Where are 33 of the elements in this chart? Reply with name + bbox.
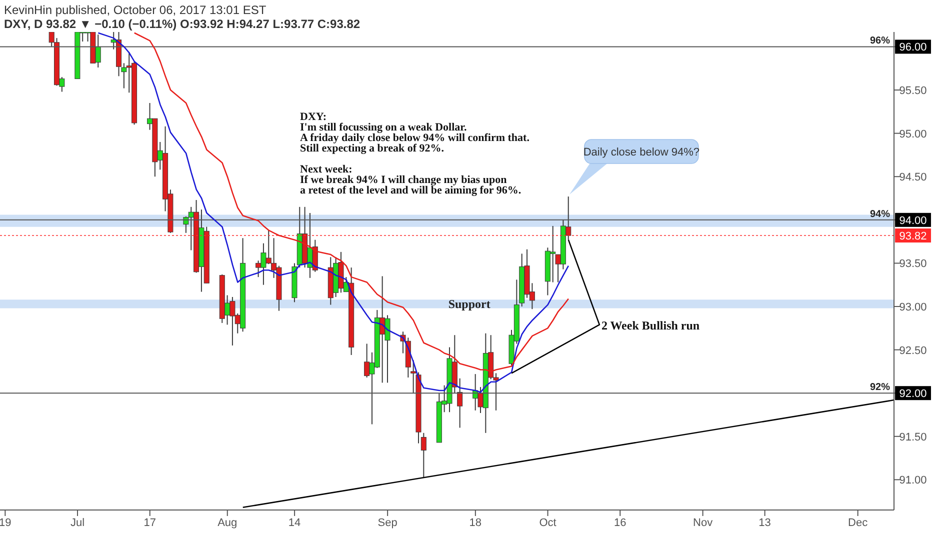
y-tick-label: 93.50 [899, 258, 927, 270]
y-tick-label: 95.00 [899, 128, 927, 140]
y-tick-label: 92.00 [899, 388, 927, 400]
ref-line-label: 96% [870, 36, 890, 47]
y-tick-label: 95.50 [899, 85, 927, 98]
y-tick-label: 94.00 [899, 214, 927, 227]
x-tick-label: Sep [378, 516, 398, 529]
y-tick-label: 91.50 [899, 431, 927, 444]
y-tick-label: 93.00 [899, 302, 927, 314]
y-tick-label: 91.00 [899, 474, 927, 487]
x-tick-label: 19 [0, 516, 12, 529]
ref-line-label: 92% [870, 382, 890, 394]
x-tick-label: Nov [693, 516, 714, 529]
annotation: Daily close below 94%? [583, 146, 700, 159]
x-tick-label: 13 [758, 516, 771, 529]
annotation: 2 Week Bullish run [601, 318, 700, 333]
y-tick-label: 94.50 [899, 172, 927, 184]
x-tick-label: Dec [848, 516, 868, 529]
annotation: DXY: I'm still focussing on a weak Dollar. A friday daily close below 94% will confirm that. Still expecting a break of 92%. Next week: If we break 94% I will change my bias upon a retest of the level and will be aiming for 96%. [300, 111, 530, 196]
chart-subtitle: DXY, D 93.82 ▼ −0.10 (−0.11%) O:93.92 H:94.27 L:93.77 C:93.82 [4, 17, 362, 31]
x-tick-label: 18 [469, 516, 482, 529]
x-tick-label: 17 [144, 516, 156, 529]
x-tick-label: 14 [288, 516, 301, 529]
x-tick-label: Jul [70, 516, 85, 529]
chart-title: KevinHin published, October 06, 2017 13:01 EST [4, 3, 268, 17]
band-label: Support [448, 296, 490, 311]
y-tick-label: 96.00 [899, 42, 927, 54]
x-tick-label: Aug [218, 516, 238, 529]
ref-line-label: 93.82 [899, 230, 927, 242]
x-tick-label: 16 [614, 516, 626, 529]
ref-line-label: 94% [870, 208, 890, 220]
y-tick-label: 92.50 [899, 344, 927, 357]
x-tick-label: Oct [539, 516, 556, 529]
